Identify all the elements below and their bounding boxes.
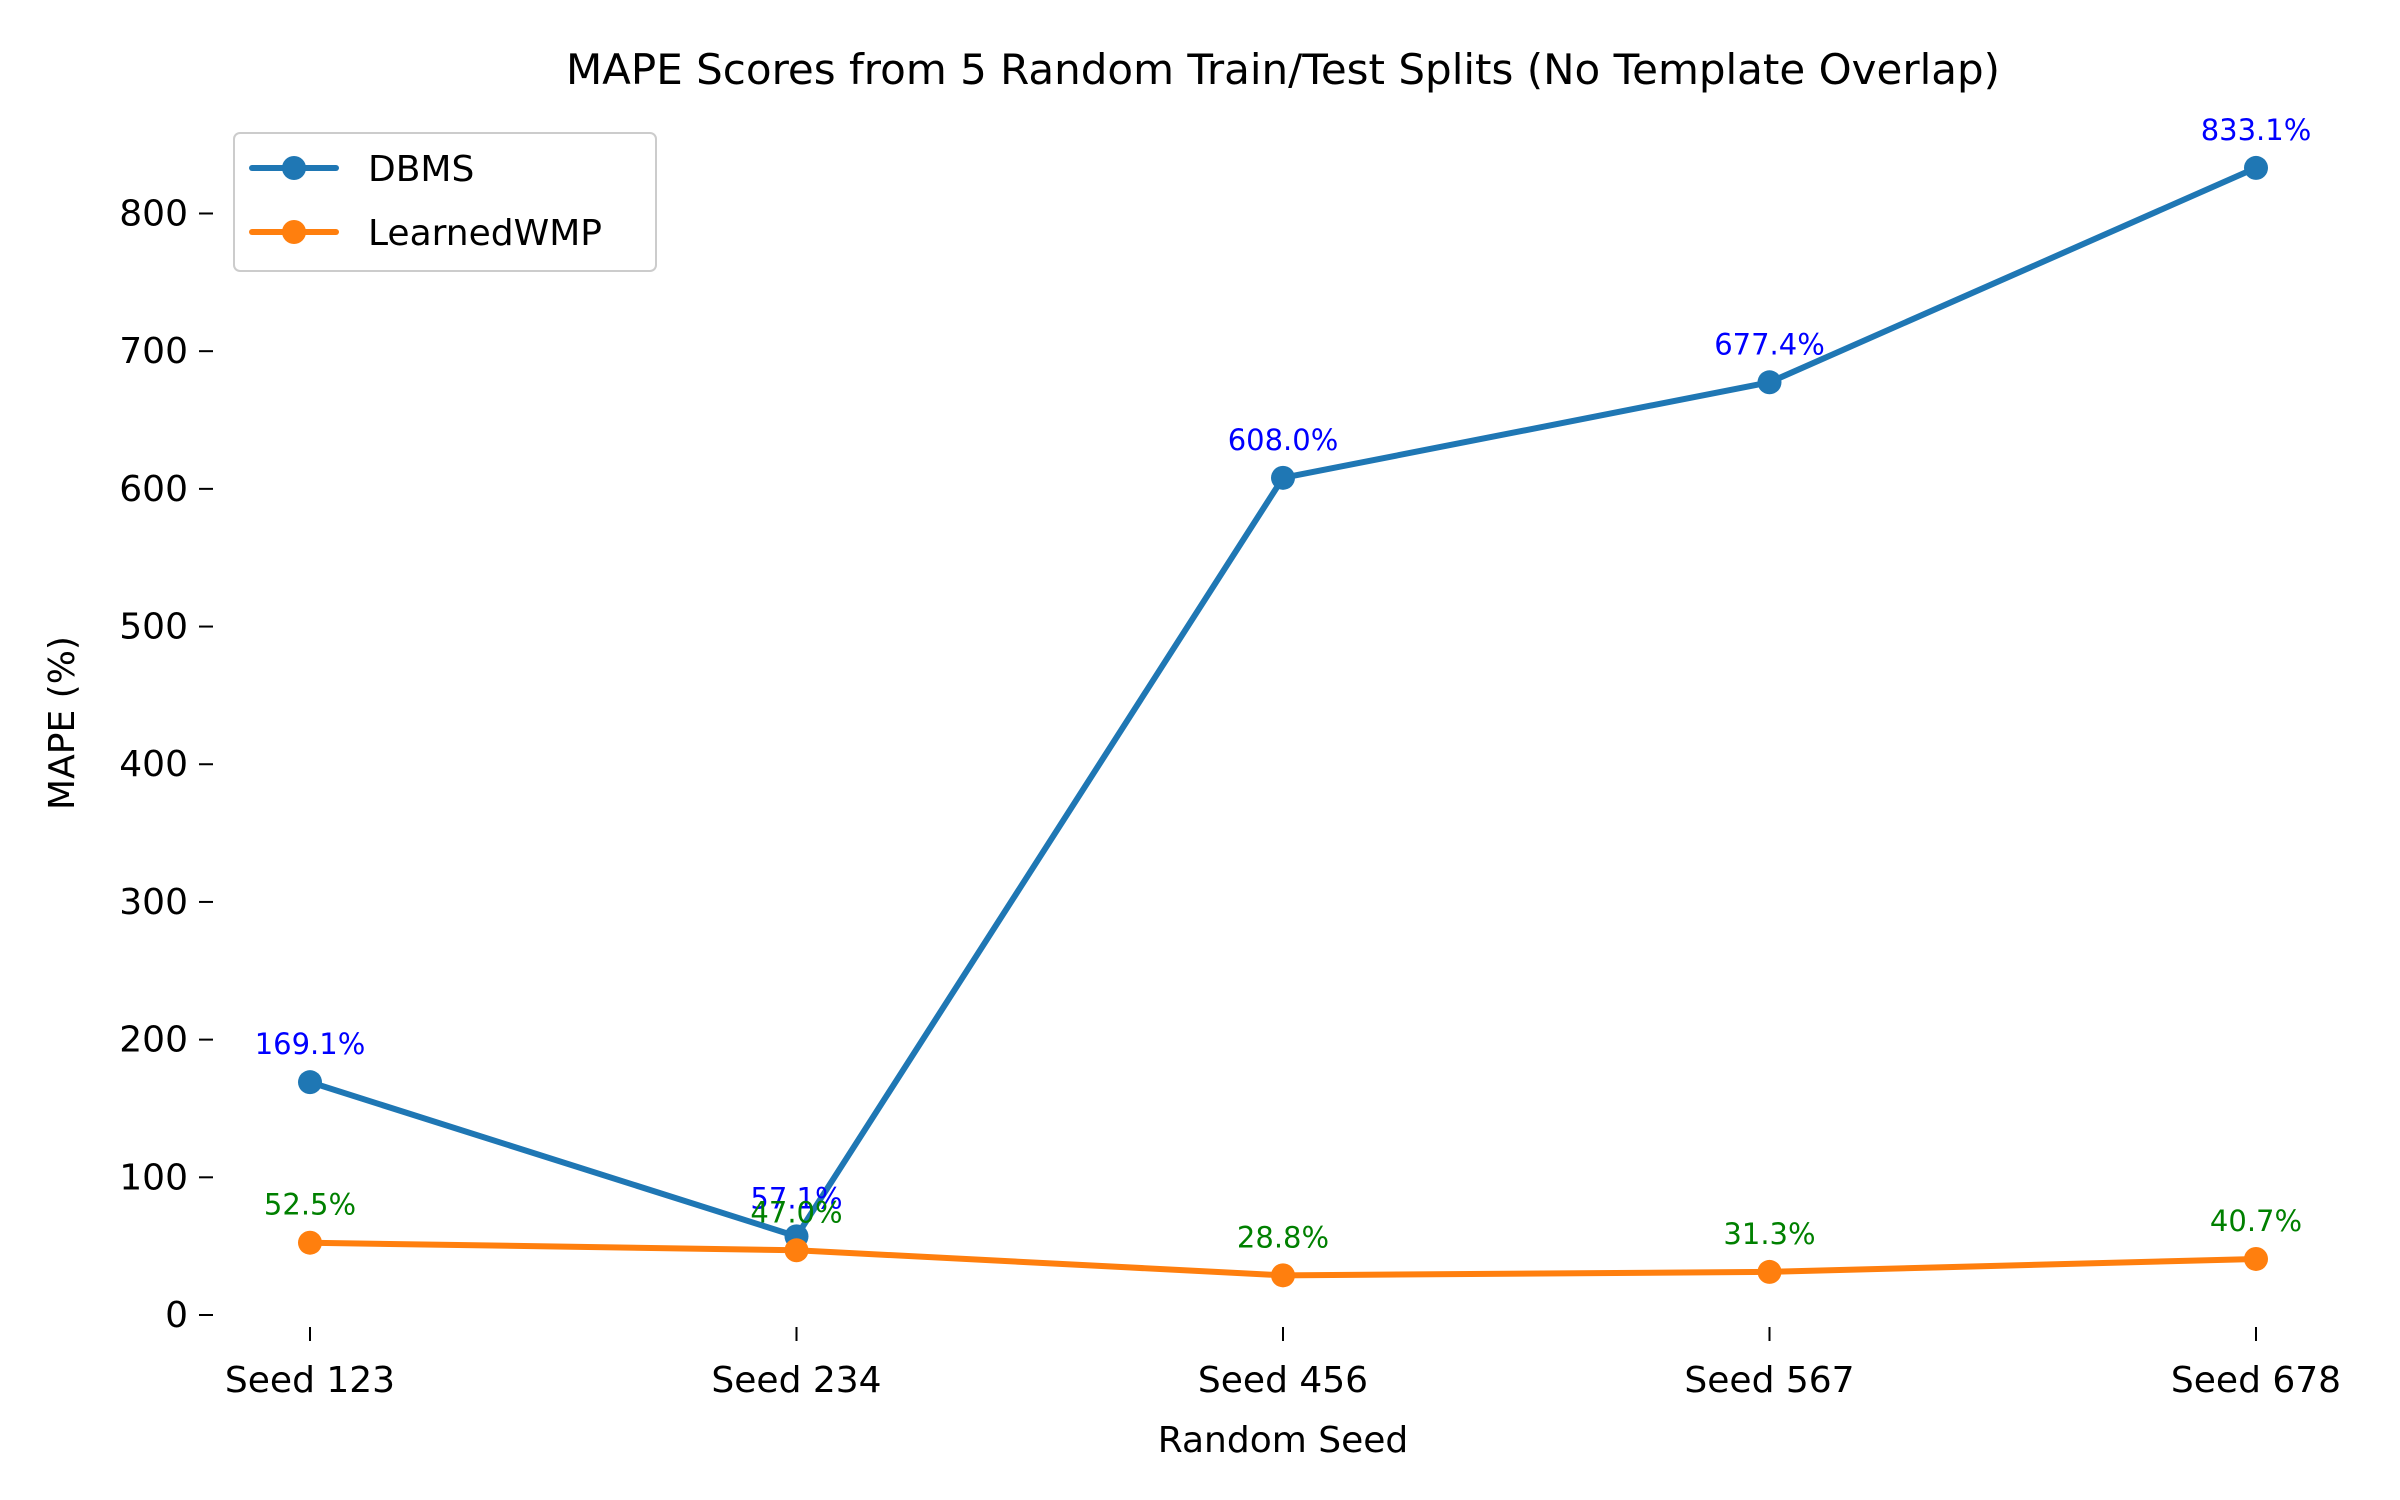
data-point-learnedwmp — [1757, 1259, 1782, 1284]
data-label-learnedwmp: 28.8% — [1237, 1220, 1329, 1254]
x-tick-label: Seed 123 — [225, 1360, 395, 1401]
y-tick-label: 0 — [165, 1295, 188, 1336]
y-tick-label: 100 — [119, 1157, 188, 1198]
legend: DBMS LearnedWMP — [233, 132, 657, 272]
data-point-learnedwmp — [298, 1230, 322, 1255]
data-label-learnedwmp: 31.3% — [1723, 1217, 1815, 1251]
chart-title: MAPE Scores from 5 Random Train/Test Spl… — [566, 45, 2000, 94]
legend-label-dbms: DBMS — [368, 149, 474, 190]
data-point-dbms — [1757, 370, 1782, 395]
data-point-dbms — [2244, 155, 2268, 180]
data-label-dbms: 608.0% — [1228, 423, 1339, 457]
legend-frame — [233, 132, 657, 272]
data-label-learnedwmp: 47.0% — [750, 1195, 842, 1229]
y-tick-label: 800 — [119, 193, 188, 234]
data-label-learnedwmp: 40.7% — [2210, 1204, 2302, 1238]
plot-area: 169.1% 57.1% 608.0% 677.4% 833.1% 52.5% 47.0% 2… — [255, 113, 2312, 1288]
data-point-learnedwmp — [2244, 1246, 2268, 1271]
y-tick-label: 500 — [119, 607, 188, 648]
y-axis: 0 100 200 300 400 500 600 700 800 — [119, 193, 213, 1336]
data-point-dbms — [298, 1070, 322, 1095]
data-point-learnedwmp — [784, 1238, 809, 1263]
y-tick-label: 700 — [119, 331, 188, 372]
data-label-dbms: 57.1% — [750, 1181, 842, 1215]
y-tick-label: 600 — [119, 469, 188, 510]
legend-marker-dbms — [282, 156, 306, 180]
y-axis-label: MAPE (%) — [42, 636, 83, 810]
data-label-learnedwmp: 52.5% — [264, 1188, 356, 1222]
x-axis-label: Random Seed — [1158, 1420, 1409, 1461]
y-tick-label: 300 — [119, 882, 188, 923]
y-tick-label: 200 — [119, 1020, 188, 1061]
data-label-dbms: 169.1% — [255, 1027, 366, 1061]
data-point-learnedwmp — [1271, 1263, 1295, 1288]
legend-marker-learnedwmp — [282, 220, 306, 244]
data-label-dbms: 677.4% — [1714, 327, 1825, 361]
x-tick-label: Seed 456 — [1198, 1360, 1368, 1401]
data-point-dbms — [1271, 465, 1295, 490]
data-label-dbms: 833.1% — [2201, 113, 2312, 147]
x-tick-label: Seed 678 — [2171, 1360, 2341, 1401]
legend-label-learnedwmp: LearnedWMP — [368, 213, 602, 254]
x-axis: Seed 123 Seed 234 Seed 456 Seed 567 Seed 678 — [225, 1327, 2341, 1401]
series-line-dbms — [307, 164, 2259, 1240]
x-tick-label: Seed 234 — [711, 1360, 881, 1401]
y-tick-label: 400 — [119, 744, 188, 785]
x-tick-label: Seed 567 — [1684, 1360, 1854, 1401]
